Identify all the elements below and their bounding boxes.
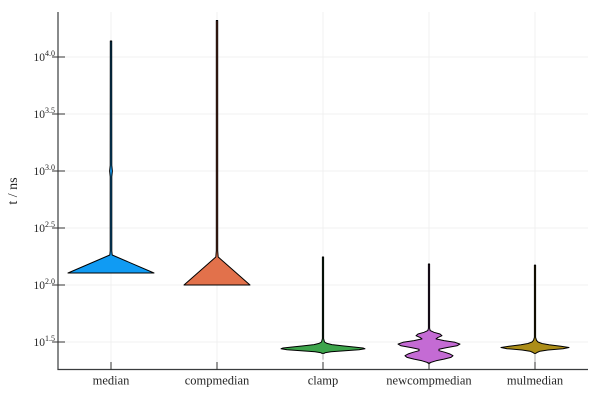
- y-tick-label: 102.0: [34, 277, 56, 292]
- y-tick-label: 104.0: [34, 49, 56, 64]
- violin-mulmedian: [500, 264, 570, 354]
- x-tick-label-newcompmedian: newcompmedian: [386, 374, 472, 388]
- x-tick-label-median: median: [93, 374, 131, 388]
- violin-compmedian: [183, 20, 251, 286]
- violin-median: [67, 40, 155, 274]
- y-tick-label: 102.5: [34, 220, 56, 235]
- x-tick-label-compmedian: compmedian: [185, 374, 250, 388]
- x-tick-label-mulmedian: mulmedian: [507, 374, 564, 388]
- y-tick-label: 101.5: [34, 334, 56, 349]
- y-tick-label: 103.0: [34, 163, 56, 178]
- y-tick-label: 103.5: [34, 106, 56, 121]
- violin-clamp: [280, 256, 366, 354]
- y-axis-label: t / ns: [6, 177, 21, 204]
- x-tick-label-clamp: clamp: [308, 374, 339, 388]
